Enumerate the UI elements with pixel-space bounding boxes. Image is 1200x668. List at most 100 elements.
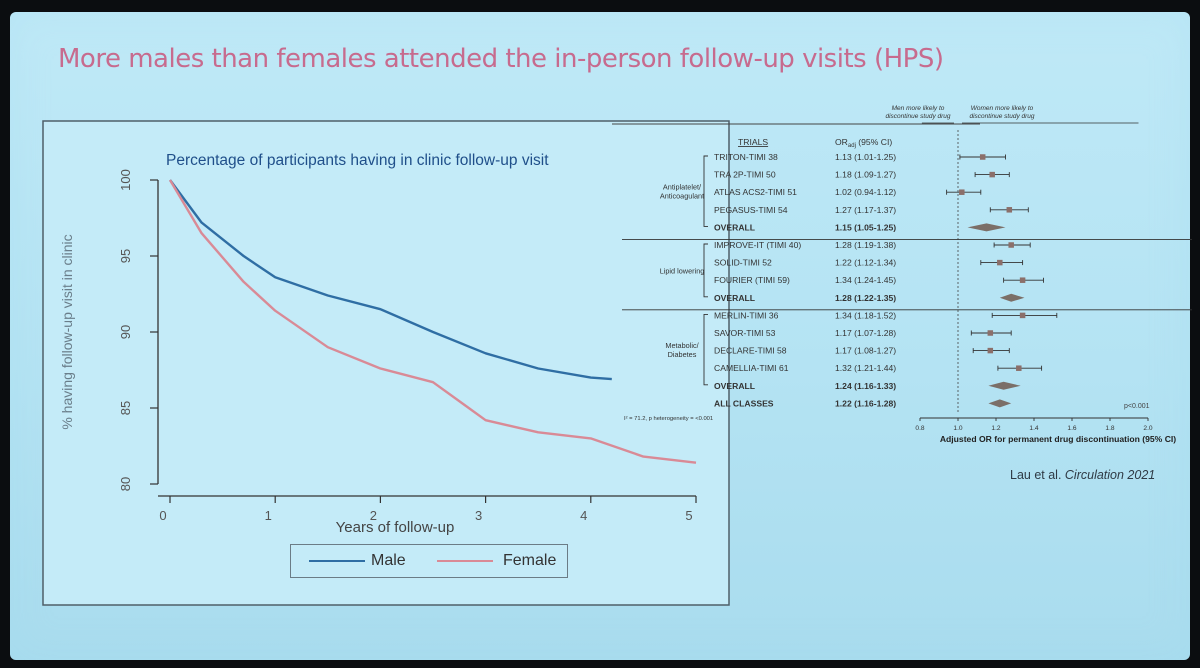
x-tick-label: 3	[475, 508, 482, 523]
group-bracket	[703, 155, 708, 227]
forest-x-tick-label: 0.8	[915, 425, 924, 432]
row-ci: 1.22 (1.16-1.28)	[835, 398, 896, 408]
y-tick-label: 95	[118, 249, 133, 263]
row-ci: 1.28 (1.19-1.38)	[835, 240, 896, 250]
x-axis-label: Years of follow-up	[336, 519, 455, 536]
y-tick-label: 80	[118, 477, 133, 491]
x-tick-label: 5	[685, 508, 692, 523]
row-label: FOURIER (TIMI 59)	[714, 275, 790, 285]
forest-x-tick-label: 1.8	[1105, 425, 1114, 432]
row-label: TRA 2P-TIMI 50	[714, 170, 776, 180]
forest-x-tick-label: 1.0	[953, 425, 962, 432]
y-tick-label: 100	[118, 169, 133, 191]
point-estimate	[979, 154, 986, 160]
forest-x-axis-label: Adjusted OR for permanent drug discontin…	[940, 434, 1176, 444]
row-ci: 1.34 (1.24-1.45)	[835, 275, 896, 285]
row-ci: 1.17 (1.07-1.28)	[835, 328, 896, 338]
point-estimate	[1016, 365, 1022, 371]
line-chart-panel: Percentage of participants having in cli…	[42, 120, 730, 606]
citation: Lau et al. Circulation 2021	[1010, 468, 1155, 482]
point-estimate	[997, 259, 1003, 266]
line-chart: Percentage of participants having in cli…	[42, 120, 730, 606]
group-label: Metabolic/	[665, 341, 699, 350]
row-label: DECLARE-TIMI 58	[714, 346, 787, 356]
direction-label-left-1: Men more likely to	[892, 105, 945, 112]
group-label: Lipid lowering	[660, 266, 705, 275]
point-estimate	[989, 171, 995, 178]
row-ci: 1.32 (1.21-1.44)	[835, 363, 896, 373]
row-label: CAMELLIA-TIMI 61	[714, 363, 789, 373]
citation-journal: Circulation 2021	[1064, 468, 1156, 482]
header-or-main: OR	[835, 137, 848, 147]
header-or: ORadj (95% CI)	[835, 137, 892, 149]
header-trials: TRIALS	[738, 137, 768, 147]
row-label: MERLIN-TIMI 36	[714, 310, 779, 320]
point-estimate	[959, 189, 965, 195]
row-ci: 1.15 (1.05-1.25)	[835, 222, 896, 232]
chart-legend: Male Female	[290, 544, 568, 578]
point-estimate	[1019, 312, 1026, 319]
legend-male-label: Male	[371, 552, 406, 569]
row-label: OVERALL	[714, 222, 755, 232]
chart-frame	[42, 120, 730, 606]
slide-title: More males than females attended the in-…	[58, 44, 944, 74]
row-label: IMPROVE-IT (TIMI 40)	[714, 240, 801, 250]
legend-female-swatch	[437, 560, 493, 562]
legend-female-label: Female	[503, 552, 557, 569]
forest-x-tick-label: 1.2	[991, 425, 1000, 432]
group-bracket	[703, 313, 708, 386]
x-tick-label: 4	[580, 508, 587, 523]
forest-x-tick-label: 1.4	[1029, 425, 1038, 432]
summary-diamond	[988, 399, 1012, 408]
summary-diamond	[967, 223, 1006, 232]
row-label: ALL CLASSES	[714, 398, 774, 408]
point-estimate	[987, 330, 994, 336]
heterogeneity-note: I² = 71.2, p heterogeneity = <0.001	[624, 416, 713, 422]
y-axis-label: % having follow-up visit in clinic	[59, 234, 75, 429]
direction-label-right-2: discontinue study drug	[969, 113, 1034, 120]
series-line-male	[169, 179, 612, 381]
direction-label-right-1: Women more likely to	[971, 105, 1034, 112]
y-tick-label: 85	[118, 401, 133, 415]
summary-diamond	[988, 381, 1021, 390]
row-ci: 1.27 (1.17-1.37)	[835, 205, 896, 215]
row-ci: 1.17 (1.08-1.27)	[835, 346, 896, 356]
x-tick-label: 0	[159, 508, 166, 523]
row-label: PEGASUS-TIMI 54	[714, 205, 788, 215]
group-label: Anticoagulant	[660, 192, 704, 201]
row-ci: 1.02 (0.94-1.12)	[835, 187, 896, 197]
row-label: TRITON-TIMI 38	[714, 152, 778, 162]
header-or-suffix: (95% CI)	[856, 137, 892, 147]
row-ci: 1.24 (1.16-1.33)	[835, 381, 896, 391]
row-label: SAVOR-TIMI 53	[714, 328, 776, 338]
chart-title: Percentage of participants having in cli…	[166, 152, 549, 169]
x-tick-label: 2	[370, 508, 377, 523]
forest-x-tick-label: 1.6	[1067, 425, 1076, 432]
row-ci: 1.34 (1.18-1.52)	[835, 310, 896, 320]
row-label: SOLID-TIMI 52	[714, 258, 772, 268]
group-bracket	[703, 243, 708, 298]
header-or-sub: adj	[848, 143, 856, 149]
point-estimate	[1008, 242, 1014, 248]
citation-authors: Lau et al.	[1010, 468, 1065, 482]
point-estimate	[1006, 207, 1013, 213]
point-estimate	[1019, 277, 1026, 283]
legend-male-swatch	[309, 560, 365, 562]
row-ci: 1.18 (1.09-1.27)	[835, 170, 896, 180]
row-ci: 1.22 (1.12-1.34)	[835, 258, 896, 268]
summary-diamond	[999, 293, 1025, 302]
row-label: ATLAS ACS2-TIMI 51	[714, 187, 797, 197]
p-value: p<0.001	[1124, 403, 1150, 410]
row-ci: 1.28 (1.22-1.35)	[835, 293, 896, 303]
point-estimate	[987, 347, 994, 354]
direction-label-left-2: discontinue study drug	[885, 113, 950, 120]
group-label: Diabetes	[668, 350, 697, 359]
x-tick-label: 1	[265, 508, 272, 523]
forest-x-tick-label: 2.0	[1143, 425, 1152, 432]
row-label: OVERALL	[714, 381, 755, 391]
series-line-female	[168, 179, 697, 464]
y-tick-label: 90	[118, 325, 133, 339]
forest-plot-panel: Men more likely to discontinue study drug…	[612, 100, 1192, 490]
row-label: OVERALL	[714, 293, 755, 303]
